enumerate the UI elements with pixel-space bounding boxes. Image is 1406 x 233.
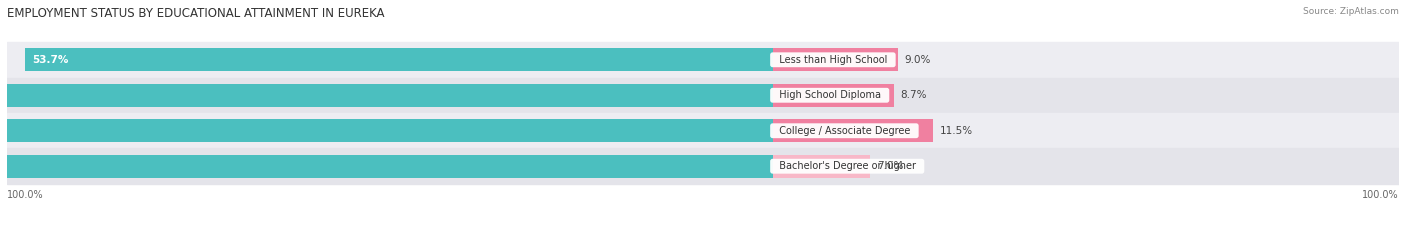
Bar bbox=[7, 78, 1399, 113]
Text: 100.0%: 100.0% bbox=[1362, 190, 1399, 200]
Text: College / Associate Degree: College / Associate Degree bbox=[773, 126, 917, 136]
Bar bbox=[773, 155, 870, 178]
Bar bbox=[773, 48, 898, 71]
Bar bbox=[0, 155, 773, 178]
Text: EMPLOYMENT STATUS BY EDUCATIONAL ATTAINMENT IN EUREKA: EMPLOYMENT STATUS BY EDUCATIONAL ATTAINM… bbox=[7, 7, 384, 20]
Text: Source: ZipAtlas.com: Source: ZipAtlas.com bbox=[1303, 7, 1399, 16]
Bar bbox=[7, 42, 1399, 78]
Text: 8.7%: 8.7% bbox=[901, 90, 927, 100]
Text: 100.0%: 100.0% bbox=[7, 190, 44, 200]
Bar bbox=[7, 113, 1399, 148]
Text: 11.5%: 11.5% bbox=[939, 126, 973, 136]
Text: High School Diploma: High School Diploma bbox=[773, 90, 887, 100]
Text: Less than High School: Less than High School bbox=[773, 55, 893, 65]
Bar bbox=[0, 84, 773, 107]
Bar bbox=[25, 48, 773, 71]
Text: 53.7%: 53.7% bbox=[32, 55, 69, 65]
Text: Bachelor's Degree or higher: Bachelor's Degree or higher bbox=[773, 161, 922, 171]
Bar bbox=[773, 119, 932, 142]
Text: 9.0%: 9.0% bbox=[905, 55, 931, 65]
Text: 7.0%: 7.0% bbox=[877, 161, 904, 171]
Bar bbox=[7, 148, 1399, 184]
Bar bbox=[0, 119, 773, 142]
Bar bbox=[773, 84, 894, 107]
